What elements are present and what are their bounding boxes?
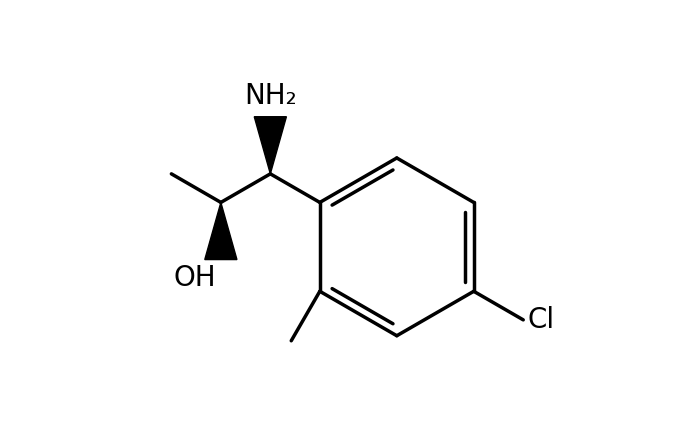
Text: Cl: Cl — [527, 306, 554, 334]
Text: OH: OH — [174, 264, 217, 292]
Text: NH₂: NH₂ — [244, 82, 297, 110]
Polygon shape — [254, 117, 286, 174]
Polygon shape — [205, 202, 237, 259]
